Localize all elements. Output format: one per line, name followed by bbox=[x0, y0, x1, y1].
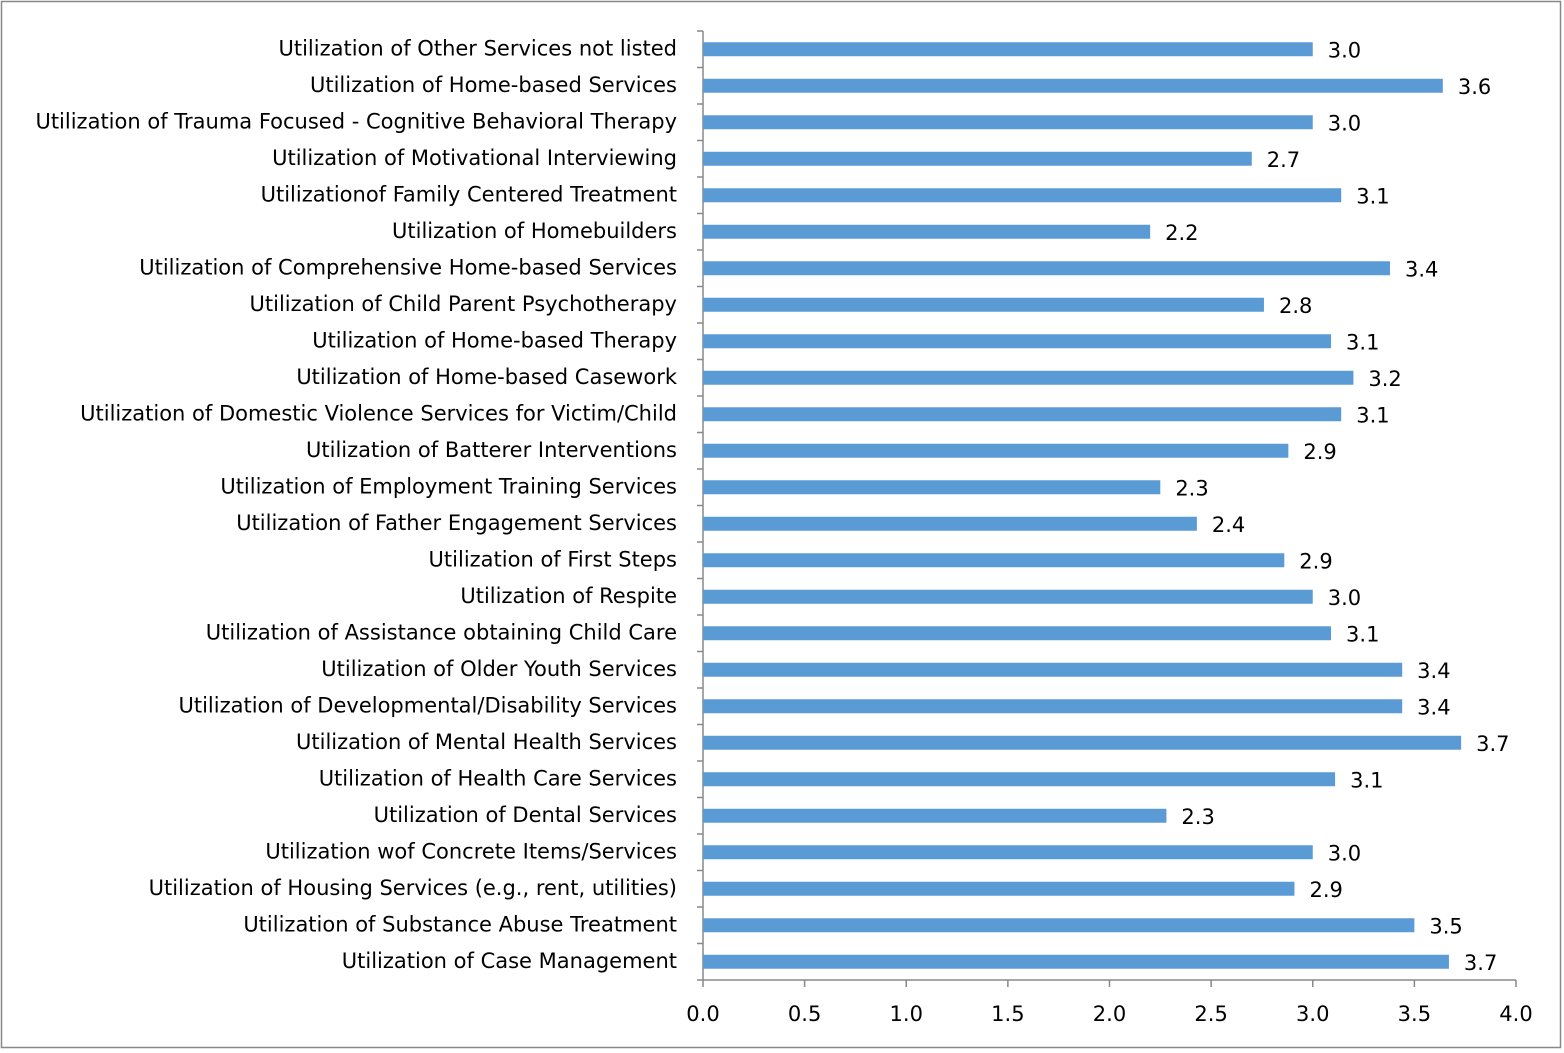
y-tick-label: Utilization of Home-based Services bbox=[310, 73, 677, 97]
bar bbox=[703, 626, 1332, 641]
y-tick-label: Utilization of Child Parent Psychotherap… bbox=[250, 292, 677, 316]
y-tick-label: Utilization of Assistance obtaining Chil… bbox=[206, 620, 677, 644]
bar bbox=[703, 589, 1313, 604]
bar bbox=[703, 845, 1313, 860]
value-label: 3.1 bbox=[1346, 622, 1379, 646]
value-label: 3.4 bbox=[1405, 257, 1438, 281]
value-label: 3.1 bbox=[1346, 330, 1379, 354]
y-tick-label: Utilization of Case Management bbox=[342, 949, 677, 973]
bar bbox=[703, 334, 1332, 349]
bar bbox=[703, 151, 1252, 166]
value-label: 3.4 bbox=[1417, 695, 1450, 719]
x-tick-label: 0.0 bbox=[686, 1002, 719, 1026]
bar bbox=[703, 480, 1161, 495]
value-label: 2.7 bbox=[1267, 148, 1300, 172]
value-label: 3.1 bbox=[1350, 768, 1383, 792]
x-tick-label: 2.0 bbox=[1093, 1002, 1126, 1026]
y-tick-label: Utilization of Other Services not listed bbox=[278, 36, 677, 60]
bar bbox=[703, 662, 1403, 677]
x-tick-label: 1.0 bbox=[890, 1002, 923, 1026]
y-tick-label: Utilization of Homebuilders bbox=[392, 219, 677, 243]
value-label: 2.2 bbox=[1165, 221, 1198, 245]
bar bbox=[703, 370, 1354, 385]
value-label: 3.0 bbox=[1328, 841, 1361, 865]
y-tick-label: Utilization of Trauma Focused - Cognitiv… bbox=[35, 109, 677, 133]
value-label: 3.1 bbox=[1356, 403, 1389, 427]
value-label: 3.0 bbox=[1328, 586, 1361, 610]
y-tick-label: Utilization of Older Youth Services bbox=[321, 657, 677, 681]
bar bbox=[703, 115, 1313, 130]
y-tick-label: Utilizationof Family Centered Treatment bbox=[261, 182, 677, 206]
value-label: 2.9 bbox=[1299, 549, 1332, 573]
y-tick-label: Utilization wof Concrete Items/Services bbox=[265, 839, 677, 863]
y-tick-label: Utilization of Comprehensive Home-based … bbox=[139, 255, 677, 279]
value-label: 3.2 bbox=[1368, 367, 1401, 391]
bar bbox=[703, 261, 1390, 276]
bar bbox=[703, 808, 1167, 823]
bar bbox=[703, 516, 1197, 531]
y-tick-label: Utilization of Batterer Interventions bbox=[306, 438, 677, 462]
x-tick-label: 3.0 bbox=[1296, 1002, 1329, 1026]
value-label: 2.9 bbox=[1309, 878, 1342, 902]
x-tick-label: 2.5 bbox=[1194, 1002, 1227, 1026]
y-tick-label: Utilization of Father Engagement Service… bbox=[236, 511, 677, 535]
y-tick-label: Utilization of Home-based Therapy bbox=[312, 328, 677, 352]
x-tick-label: 1.5 bbox=[991, 1002, 1024, 1026]
value-label: 2.8 bbox=[1279, 294, 1312, 318]
x-tick-label: 0.5 bbox=[788, 1002, 821, 1026]
value-label: 3.4 bbox=[1417, 659, 1450, 683]
y-tick-label: Utilization of Housing Services (e.g., r… bbox=[149, 876, 677, 900]
value-label: 3.0 bbox=[1328, 111, 1361, 135]
bar bbox=[703, 553, 1285, 568]
value-label: 2.4 bbox=[1212, 513, 1245, 537]
y-tick-label: Utilization of Motivational Interviewing bbox=[272, 146, 677, 170]
value-label: 2.3 bbox=[1181, 805, 1214, 829]
value-label: 3.6 bbox=[1458, 75, 1491, 99]
y-tick-label: Utilization of Health Care Services bbox=[319, 766, 677, 790]
bar bbox=[703, 443, 1289, 458]
bar bbox=[703, 918, 1415, 933]
bar bbox=[703, 407, 1342, 422]
bar bbox=[703, 735, 1462, 750]
bar bbox=[703, 78, 1443, 93]
value-label: 3.5 bbox=[1429, 914, 1462, 938]
x-tick-label: 3.5 bbox=[1398, 1002, 1431, 1026]
y-tick-label: Utilization of First Steps bbox=[429, 547, 677, 571]
y-tick-label: Utilization of Domestic Violence Service… bbox=[80, 401, 677, 425]
bar bbox=[703, 224, 1151, 239]
y-tick-label: Utilization of Employment Training Servi… bbox=[220, 474, 677, 498]
bar bbox=[703, 772, 1336, 787]
value-label: 3.7 bbox=[1476, 732, 1509, 756]
bar bbox=[703, 881, 1295, 896]
value-label: 2.3 bbox=[1175, 476, 1208, 500]
y-tick-label: Utilization of Developmental/Disability … bbox=[178, 693, 677, 717]
bar bbox=[703, 188, 1342, 203]
y-tick-label: Utilization of Respite bbox=[460, 584, 677, 608]
bar bbox=[703, 699, 1403, 714]
y-tick-label: Utilization of Home-based Casework bbox=[296, 365, 678, 389]
bar bbox=[703, 42, 1313, 57]
y-tick-label: Utilization of Dental Services bbox=[374, 803, 677, 827]
value-label: 3.7 bbox=[1464, 951, 1497, 975]
bar bbox=[703, 954, 1449, 969]
y-tick-label: Utilization of Substance Abuse Treatment bbox=[243, 912, 677, 936]
x-tick-label: 4.0 bbox=[1499, 1002, 1532, 1026]
value-label: 3.1 bbox=[1356, 184, 1389, 208]
bar bbox=[703, 297, 1264, 312]
y-tick-label: Utilization of Mental Health Services bbox=[296, 730, 677, 754]
value-label: 3.0 bbox=[1328, 38, 1361, 62]
value-label: 2.9 bbox=[1303, 440, 1336, 464]
